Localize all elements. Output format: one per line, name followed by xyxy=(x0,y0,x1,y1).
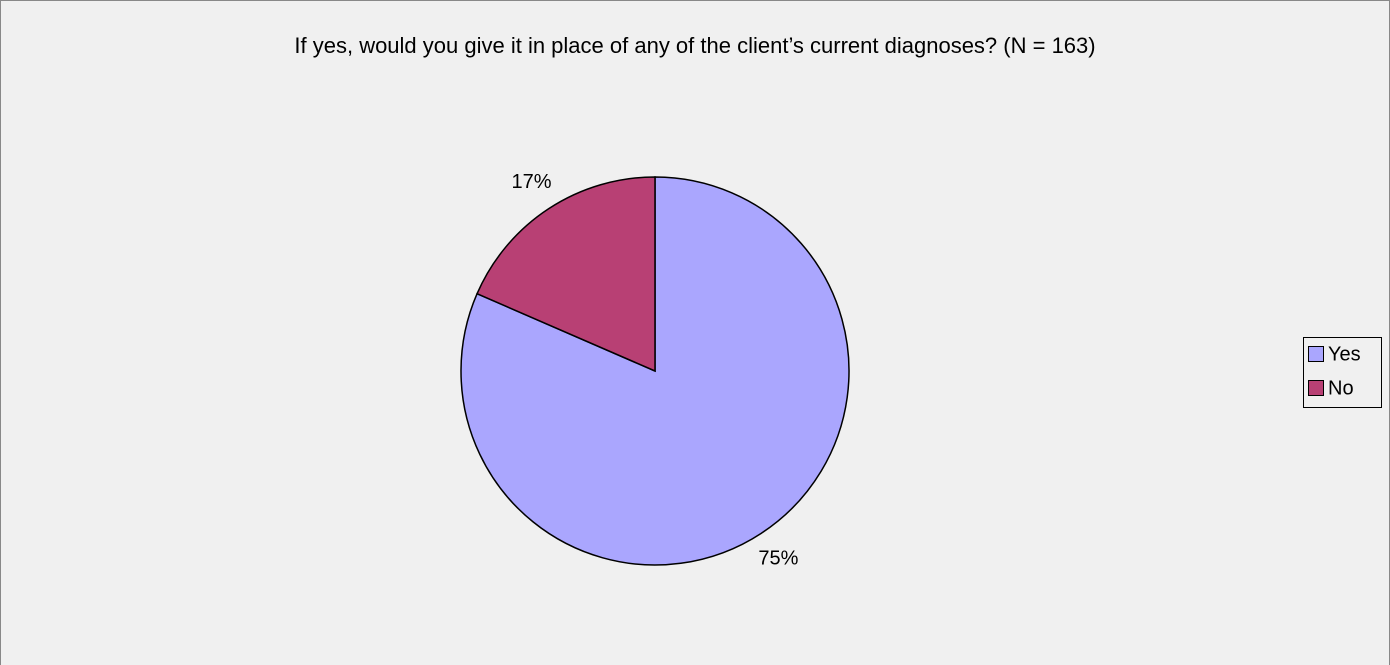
legend-swatch xyxy=(1308,346,1324,362)
pie-slice xyxy=(460,176,850,566)
legend-label: No xyxy=(1328,377,1354,399)
legend-label: Yes xyxy=(1328,343,1361,365)
chart-title: If yes, would you give it in place of an… xyxy=(294,33,1095,58)
pie-slice xyxy=(476,176,656,373)
legend-swatch xyxy=(1308,380,1324,396)
data-label: 17% xyxy=(512,171,552,193)
data-label: 75% xyxy=(758,547,798,569)
